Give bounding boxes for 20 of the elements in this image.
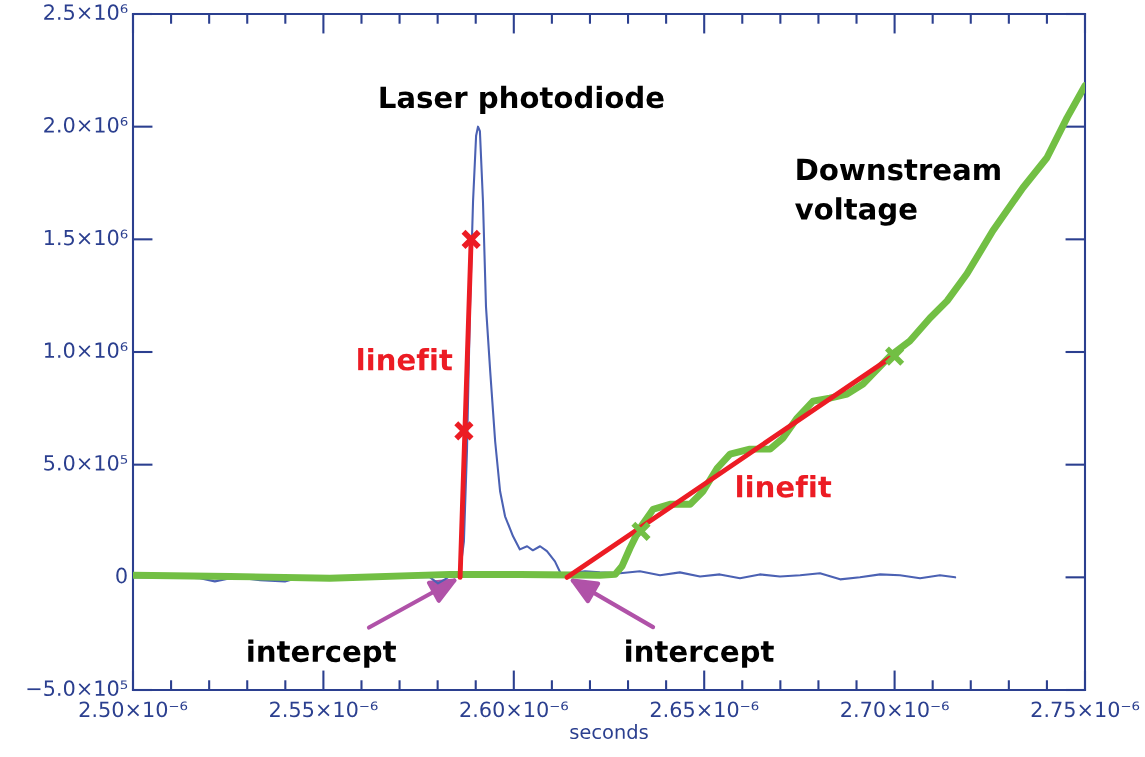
y-tick-label: 1.5×10⁶ (44, 229, 128, 246)
y-tick-label: 2.5×10⁶ (44, 4, 128, 21)
x-tick-label: 2.55×10⁻⁶ (270, 701, 378, 718)
y-tick-label: 2.0×10⁶ (44, 116, 128, 133)
x-tick-label: 2.75×10⁻⁶ (1031, 701, 1140, 718)
y-tick-label: 0 (116, 567, 127, 584)
annotation: intercept (248, 639, 396, 668)
series-label: Downstream voltage (795, 158, 1000, 226)
x-axis-title: seconds (570, 724, 648, 740)
x-tick-label: 2.65×10⁻⁶ (650, 701, 759, 718)
series-label: linefit (737, 475, 832, 498)
y-tick-label: 5.0×10⁵ (44, 454, 128, 471)
annotation: intercept (626, 639, 774, 668)
y-tick-label: 1.0×10⁶ (44, 342, 128, 359)
series-label: Laser photodiode (380, 85, 664, 114)
x-tick-label: 2.70×10⁻⁶ (841, 701, 949, 718)
series-label: linefit (358, 348, 453, 371)
x-tick-label: 2.60×10⁻⁶ (460, 701, 568, 718)
x-tick-label: 2.50×10⁻⁶ (79, 701, 188, 718)
y-tick-label: −5.0×10⁵ (27, 680, 128, 697)
